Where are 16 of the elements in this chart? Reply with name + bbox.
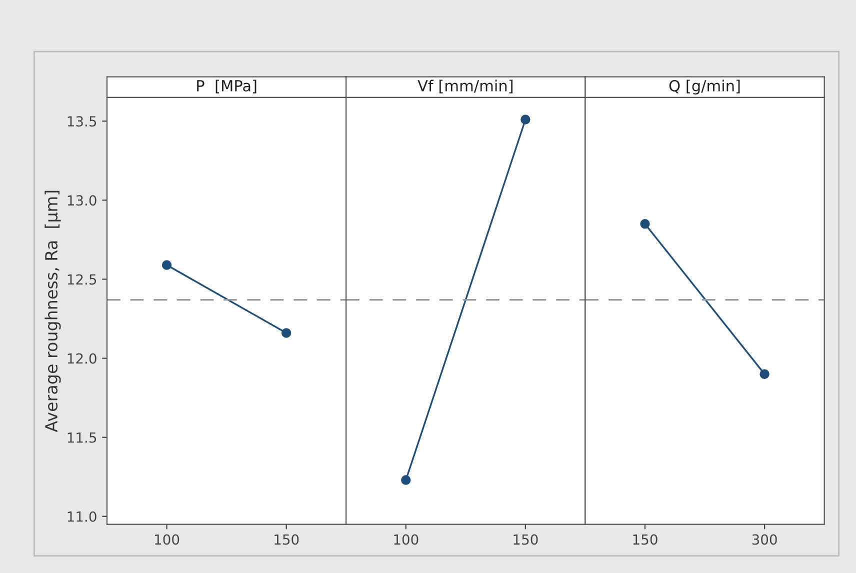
y-tick-label: 13.0 <box>68 195 96 206</box>
y-tick-label: 11.5 <box>68 432 96 443</box>
y-axis-title: Average roughness, Ra [µm] <box>44 190 61 432</box>
y-tick-label: 11.0 <box>68 511 96 522</box>
x-tick-label: 300 <box>752 534 777 545</box>
x-tick-label: 150 <box>274 534 299 545</box>
chart-title: Q [g/min] <box>669 80 740 94</box>
chart-title: P [MPa] <box>197 80 256 94</box>
x-tick-label: 100 <box>155 534 180 545</box>
y-tick-label: 13.5 <box>68 116 96 127</box>
x-tick-label: 100 <box>394 534 418 545</box>
y-tick-label: 12.5 <box>68 274 96 285</box>
y-tick-label: 12.0 <box>68 353 96 364</box>
chart-title: Vf [mm/min] <box>418 80 513 94</box>
x-tick-label: 150 <box>633 534 658 545</box>
x-tick-label: 150 <box>514 534 538 545</box>
